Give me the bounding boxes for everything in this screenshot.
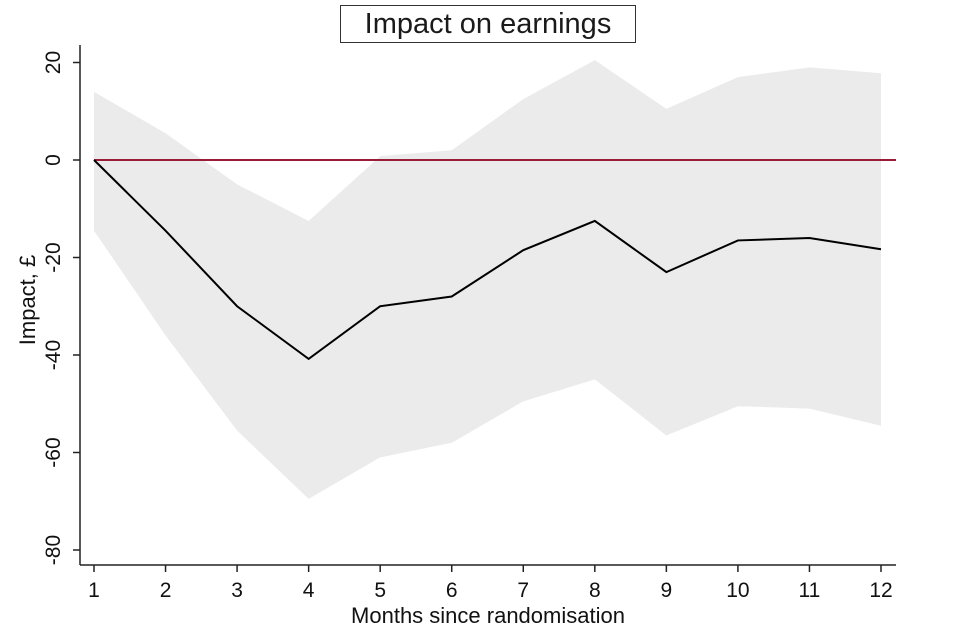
confidence-band — [94, 60, 881, 499]
x-tick-label-11: 11 — [799, 579, 821, 602]
y-tick-label--80: -80 — [42, 535, 65, 565]
x-axis-label: Months since randomisation — [351, 603, 625, 628]
y-tick-label--60: -60 — [42, 437, 65, 467]
y-axis-label: Impact, £ — [15, 255, 40, 345]
x-tick-label-7: 7 — [517, 579, 529, 602]
chart-title: Impact on earnings — [364, 7, 612, 40]
chart-title-box: Impact on earnings — [340, 5, 636, 43]
x-tick-label-9: 9 — [661, 579, 673, 602]
x-tick-label-4: 4 — [303, 579, 315, 602]
x-tick-label-2: 2 — [160, 579, 172, 602]
x-tick-label-8: 8 — [589, 579, 601, 602]
x-tick-label-1: 1 — [88, 579, 100, 602]
y-tick-label--40: -40 — [42, 340, 65, 370]
y-tick-label-0: 0 — [42, 154, 65, 166]
x-tick-label-10: 10 — [726, 579, 749, 602]
x-tick-label-5: 5 — [374, 579, 386, 602]
x-tick-label-3: 3 — [231, 579, 243, 602]
y-tick-label-20: 20 — [42, 51, 65, 74]
x-tick-label-6: 6 — [446, 579, 458, 602]
y-tick-label--20: -20 — [42, 242, 65, 272]
series-line-0 — [93, 159, 882, 361]
x-tick-label-12: 12 — [869, 579, 892, 602]
